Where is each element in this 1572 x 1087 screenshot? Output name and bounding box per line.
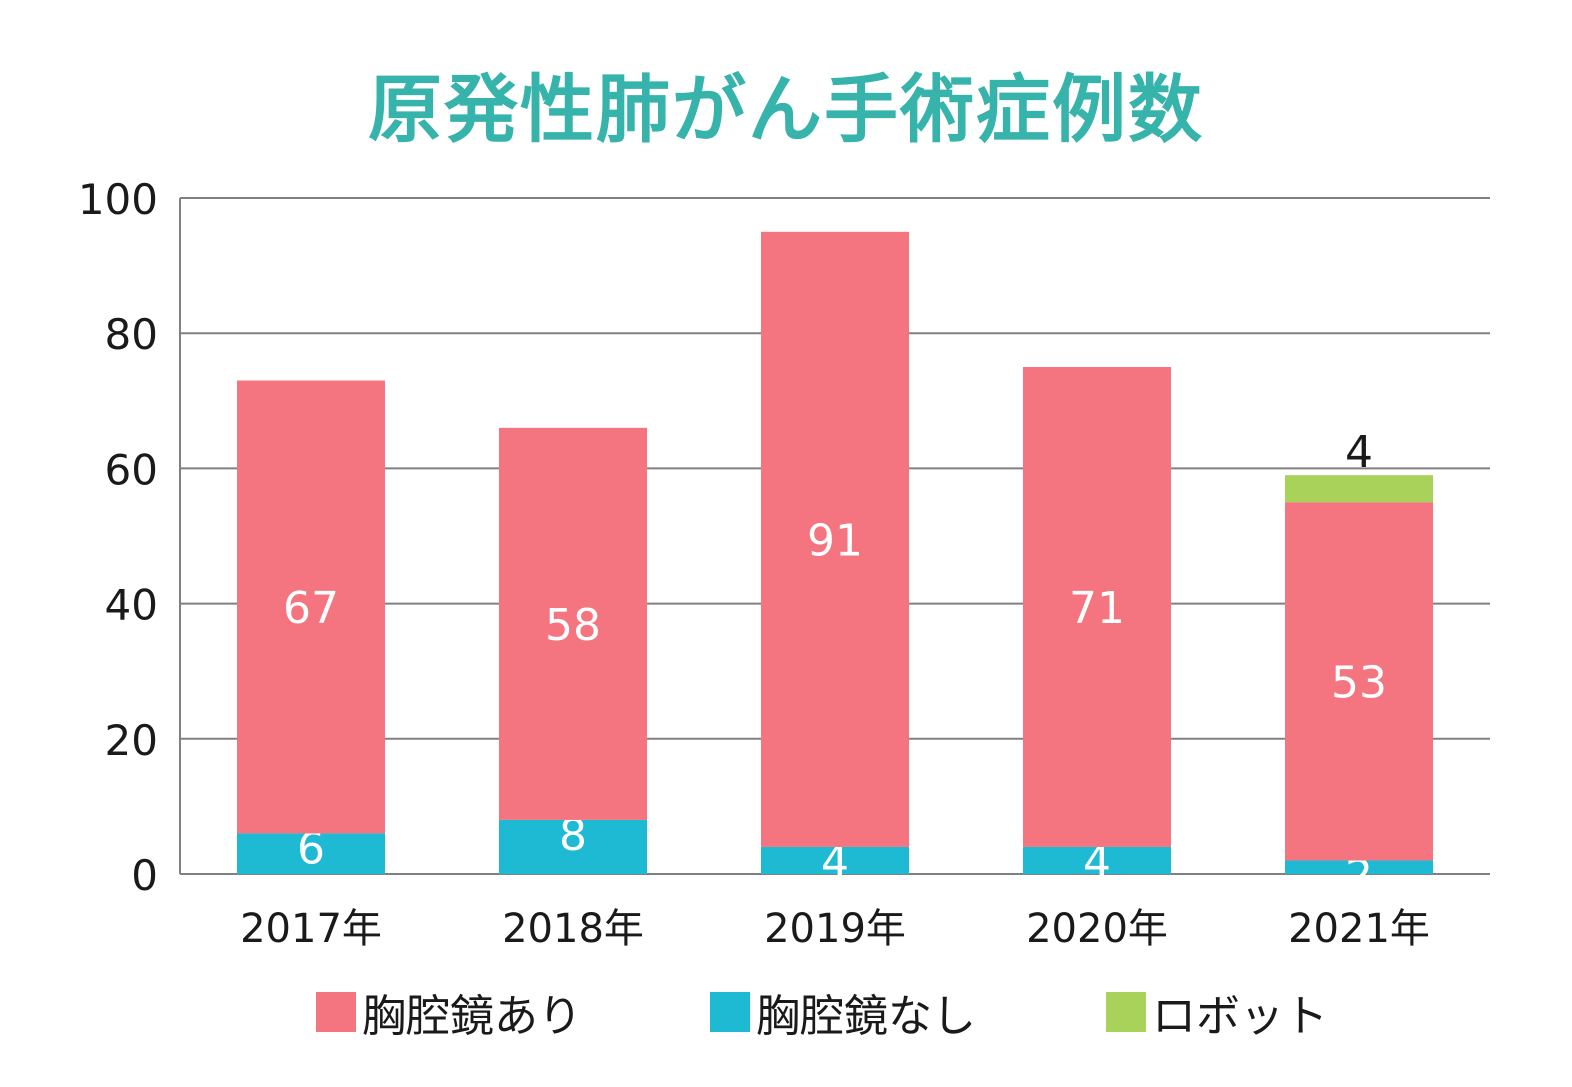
y-tick-label: 60 — [105, 445, 158, 494]
legend-swatch — [1106, 992, 1146, 1032]
legend-swatch — [316, 992, 356, 1032]
data-label: 53 — [1331, 657, 1387, 708]
bar-segment — [237, 833, 385, 874]
data-label: 58 — [545, 600, 601, 651]
legend-label: ロボット — [1152, 991, 1328, 1042]
x-tick-label: 2018年 — [502, 906, 644, 952]
data-label: 4 — [1345, 427, 1373, 478]
x-tick-label: 2020年 — [1026, 906, 1168, 952]
bar-segment — [761, 231, 909, 847]
data-label: 67 — [283, 583, 339, 634]
bar-segment — [499, 427, 647, 820]
legend: 胸腔鏡あり 胸腔鏡なし ロボット — [0, 980, 1572, 1042]
y-tick-label: 100 — [78, 175, 158, 224]
y-tick-label: 0 — [131, 851, 158, 900]
bar-segment — [1285, 475, 1433, 503]
legend-item-thoracoscopic: 胸腔鏡あり — [316, 980, 582, 1044]
bar-segment — [1285, 860, 1433, 874]
x-tick-label: 2021年 — [1288, 906, 1430, 952]
y-tick-label: 20 — [105, 716, 158, 765]
bar-segment — [761, 846, 909, 874]
legend-swatch — [710, 992, 750, 1032]
legend-label: 胸腔鏡あり — [362, 991, 582, 1042]
y-tick-label: 80 — [105, 310, 158, 359]
x-tick-label: 2017年 — [240, 906, 382, 952]
bar-segment — [1285, 502, 1433, 861]
data-label: 71 — [1069, 583, 1125, 634]
x-tick-label: 2019年 — [764, 906, 906, 952]
y-tick-label: 40 — [105, 581, 158, 630]
legend-item-no-thoracoscopic: 胸腔鏡なし — [710, 980, 976, 1044]
bar-segment — [1023, 846, 1171, 874]
bar-segment — [1023, 367, 1171, 847]
legend-label: 胸腔鏡なし — [756, 991, 976, 1042]
legend-item-robot: ロボット — [1106, 980, 1328, 1044]
bar-segment — [499, 819, 647, 874]
bar-segment — [237, 380, 385, 834]
chart-title: 原発性肺がん手術症例数 — [368, 67, 1204, 153]
data-label: 91 — [807, 515, 863, 566]
